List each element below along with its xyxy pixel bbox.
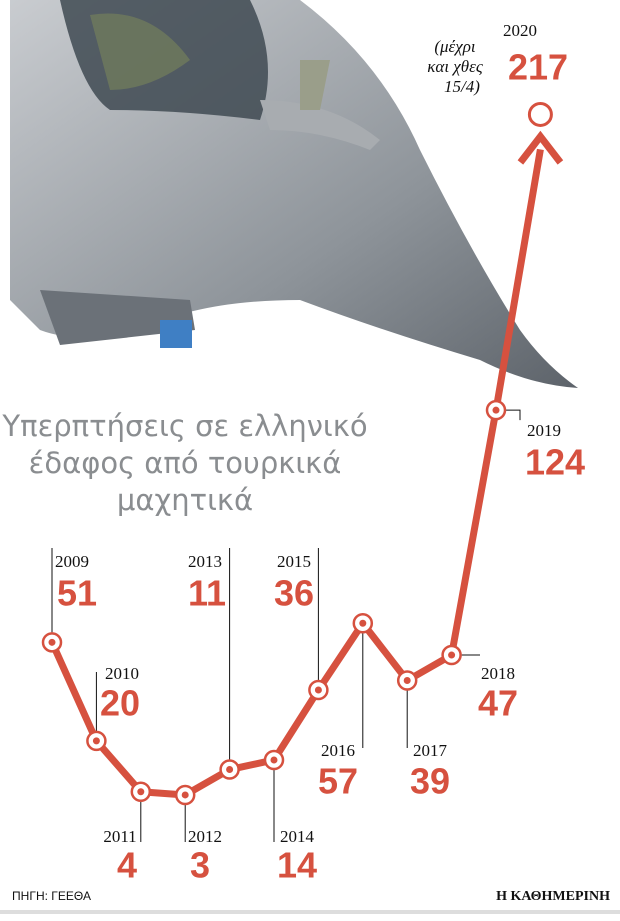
year-label: 2013 xyxy=(188,552,222,571)
publisher: Η ΚΑΘΗΜΕΡΙΝΗ xyxy=(496,889,610,904)
value-label: 39 xyxy=(410,761,450,802)
year-label: 2015 xyxy=(277,552,311,571)
year-label: 2012 xyxy=(188,827,222,846)
value-label: 3 xyxy=(190,845,210,886)
footer-rule xyxy=(0,910,620,914)
point-dot xyxy=(92,737,100,745)
value-label: 217 xyxy=(508,47,568,88)
year-label: 2017 xyxy=(413,741,448,760)
annotation: (μέχρι και χθες 15/4) xyxy=(427,37,483,96)
value-label: 36 xyxy=(274,573,314,614)
value-label: 14 xyxy=(277,845,317,886)
year-label: 2018 xyxy=(481,664,515,683)
year-label: 2009 xyxy=(55,552,89,571)
point-dot xyxy=(181,791,189,799)
leader-line xyxy=(506,409,521,421)
title-line: έδαφος από τουρκικά xyxy=(29,446,342,480)
value-label: 20 xyxy=(100,683,140,724)
point-dot xyxy=(448,651,456,659)
year-label: 2011 xyxy=(103,827,136,846)
point-dot xyxy=(226,766,234,774)
note-line: 15/4) xyxy=(444,77,480,96)
year-label: 2014 xyxy=(280,827,315,846)
point-dot xyxy=(48,638,56,646)
value-label: 124 xyxy=(525,442,585,483)
value-label: 51 xyxy=(57,573,97,614)
year-label: 2010 xyxy=(105,664,139,683)
title-line: Υπερπτήσεις σε ελληνικό xyxy=(1,409,367,443)
point-dot xyxy=(492,406,500,414)
chart-title: Υπερπτήσεις σε ελληνικό έδαφος από τουρκ… xyxy=(1,409,367,517)
note-line: (μέχρι xyxy=(434,37,476,56)
value-label: 11 xyxy=(188,573,226,614)
point-dot xyxy=(137,788,145,796)
point-dot xyxy=(359,619,367,627)
value-label: 47 xyxy=(478,683,518,724)
value-label: 57 xyxy=(318,761,358,802)
title-line: μαχητικά xyxy=(117,483,253,517)
line xyxy=(48,148,544,799)
year-label: 2016 xyxy=(321,741,355,760)
year-label: 2019 xyxy=(527,421,561,440)
point-dot xyxy=(403,676,411,684)
point-marker xyxy=(527,101,553,127)
source: ΠΗΓΗ: ΓΕΕΘΑ xyxy=(12,889,91,903)
point-dot xyxy=(270,756,278,764)
jet-illustration xyxy=(10,0,578,388)
point-dot xyxy=(314,686,322,694)
line-series xyxy=(48,148,544,799)
value-label: 4 xyxy=(117,845,137,886)
year-label: 2020 xyxy=(503,21,537,40)
note-line: και χθες xyxy=(427,57,483,76)
arrowhead xyxy=(517,130,564,165)
